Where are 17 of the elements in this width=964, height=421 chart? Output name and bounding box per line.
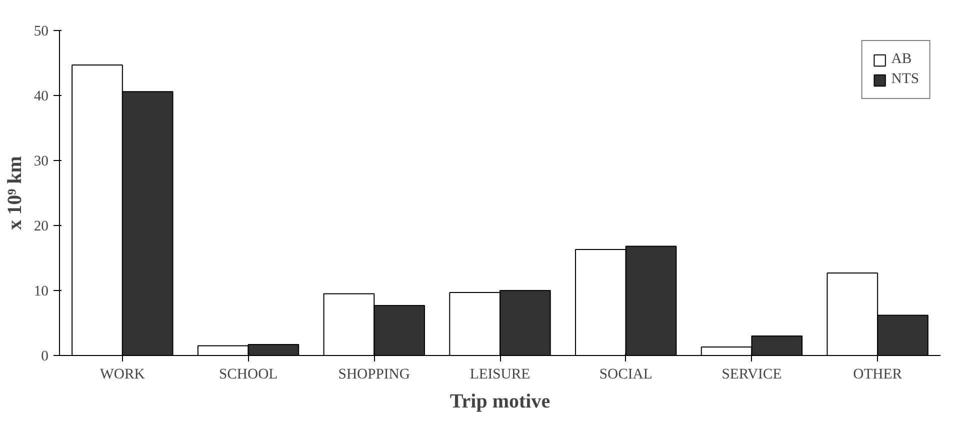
x-tick-label: SERVICE xyxy=(722,366,782,382)
x-tick-label: OTHER xyxy=(853,366,902,382)
x-tick-label: WORK xyxy=(100,366,146,382)
y-tick-label: 40 xyxy=(34,88,48,104)
x-tick-label: SHOPPING xyxy=(338,366,410,382)
y-tick-label: 0 xyxy=(41,348,48,364)
legend-label: AB xyxy=(891,51,912,68)
y-tick-label: 50 xyxy=(34,24,48,40)
y-tick-label: 20 xyxy=(34,218,48,234)
x-tick-label: SCHOOL xyxy=(218,366,278,382)
y-tick-label: 30 xyxy=(34,154,48,170)
y-axis-title: x 10⁹ km xyxy=(4,156,26,230)
x-tick-label: LEISURE xyxy=(470,366,530,382)
x-tick-label: SOCIAL xyxy=(599,366,652,382)
legend-label: NTS xyxy=(891,71,919,88)
x-axis-title: Trip motive xyxy=(450,390,550,412)
y-tick-label: 10 xyxy=(34,284,48,300)
